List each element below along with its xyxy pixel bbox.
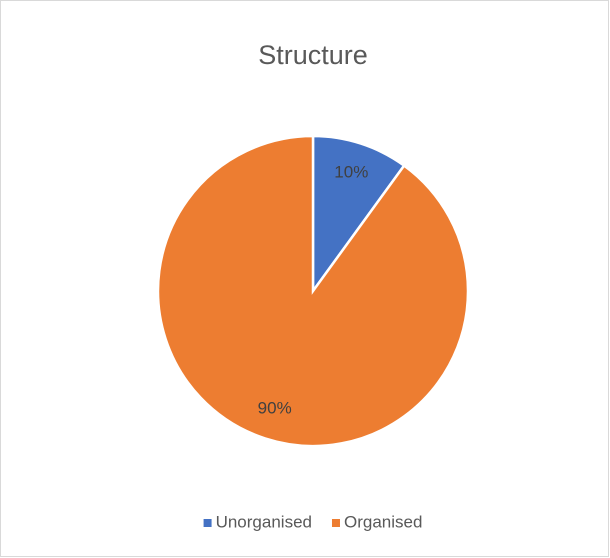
data-label: 10% (334, 163, 368, 182)
data-label: 90% (258, 398, 292, 417)
legend-swatch (203, 519, 212, 527)
legend-label: Organised (344, 512, 422, 531)
pie-slice (156, 134, 470, 448)
pie-slice (311, 134, 406, 295)
legend-label: Unorganised (216, 512, 312, 531)
legend-swatch (331, 519, 340, 527)
chart-title: Structure (258, 40, 368, 70)
